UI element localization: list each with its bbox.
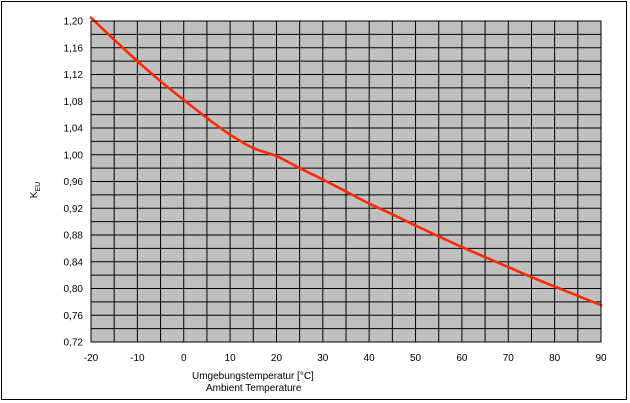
x-tick-label: 30 xyxy=(317,353,329,364)
y-tick-label: 0,84 xyxy=(64,257,84,268)
y-axis-label-subscript: EU xyxy=(35,182,42,192)
x-tick-label: 90 xyxy=(595,353,607,364)
x-tick-label: 20 xyxy=(271,353,283,364)
y-tick-label: 0,80 xyxy=(64,284,84,295)
y-tick-label: 0,92 xyxy=(64,204,84,215)
x-axis-label-german: Umgebungstemperatur [°C] xyxy=(192,371,314,382)
plot-border xyxy=(90,20,602,343)
y-tick-labels: 0,72 0,76 0,80 0,84 0,88 0,92 0,96 1,00 1,04 1,08… xyxy=(64,17,84,349)
x-tick-label: 80 xyxy=(549,353,561,364)
y-tick-label: 1,00 xyxy=(64,150,84,161)
x-tick-labels: -20 -10 0 10 20 30 40 50 60 70 80 90 xyxy=(84,353,607,364)
y-tick-label: 0,88 xyxy=(64,231,84,242)
x-tick-label: 40 xyxy=(364,353,376,364)
y-axis-label-main: K xyxy=(29,191,40,198)
x-tick-label: 70 xyxy=(503,353,515,364)
y-tick-label: 0,96 xyxy=(64,177,84,188)
series-line xyxy=(89,16,603,307)
y-tick-label: 1,12 xyxy=(64,70,84,81)
y-tick-label: 1,04 xyxy=(64,124,84,135)
x-tick-label: 10 xyxy=(225,353,237,364)
x-tick-label: 60 xyxy=(456,353,468,364)
x-tick-label: 50 xyxy=(410,353,422,364)
x-axis-label-english: Ambient Temperature xyxy=(206,383,302,394)
y-tick-label: 0,76 xyxy=(64,311,84,322)
x-tick-label: 0 xyxy=(181,353,187,364)
y-tick-label: 1,16 xyxy=(64,43,84,54)
y-tick-label: 1,20 xyxy=(64,17,84,28)
y-tick-label: 0,72 xyxy=(64,338,84,349)
y-axis-label: KEU xyxy=(29,182,42,198)
svg-text:KEU: KEU xyxy=(29,182,42,198)
x-tick-label: -10 xyxy=(130,353,145,364)
grid-lines xyxy=(90,20,602,343)
y-tick-label: 1,08 xyxy=(64,97,84,108)
x-tick-label: -20 xyxy=(84,353,99,364)
